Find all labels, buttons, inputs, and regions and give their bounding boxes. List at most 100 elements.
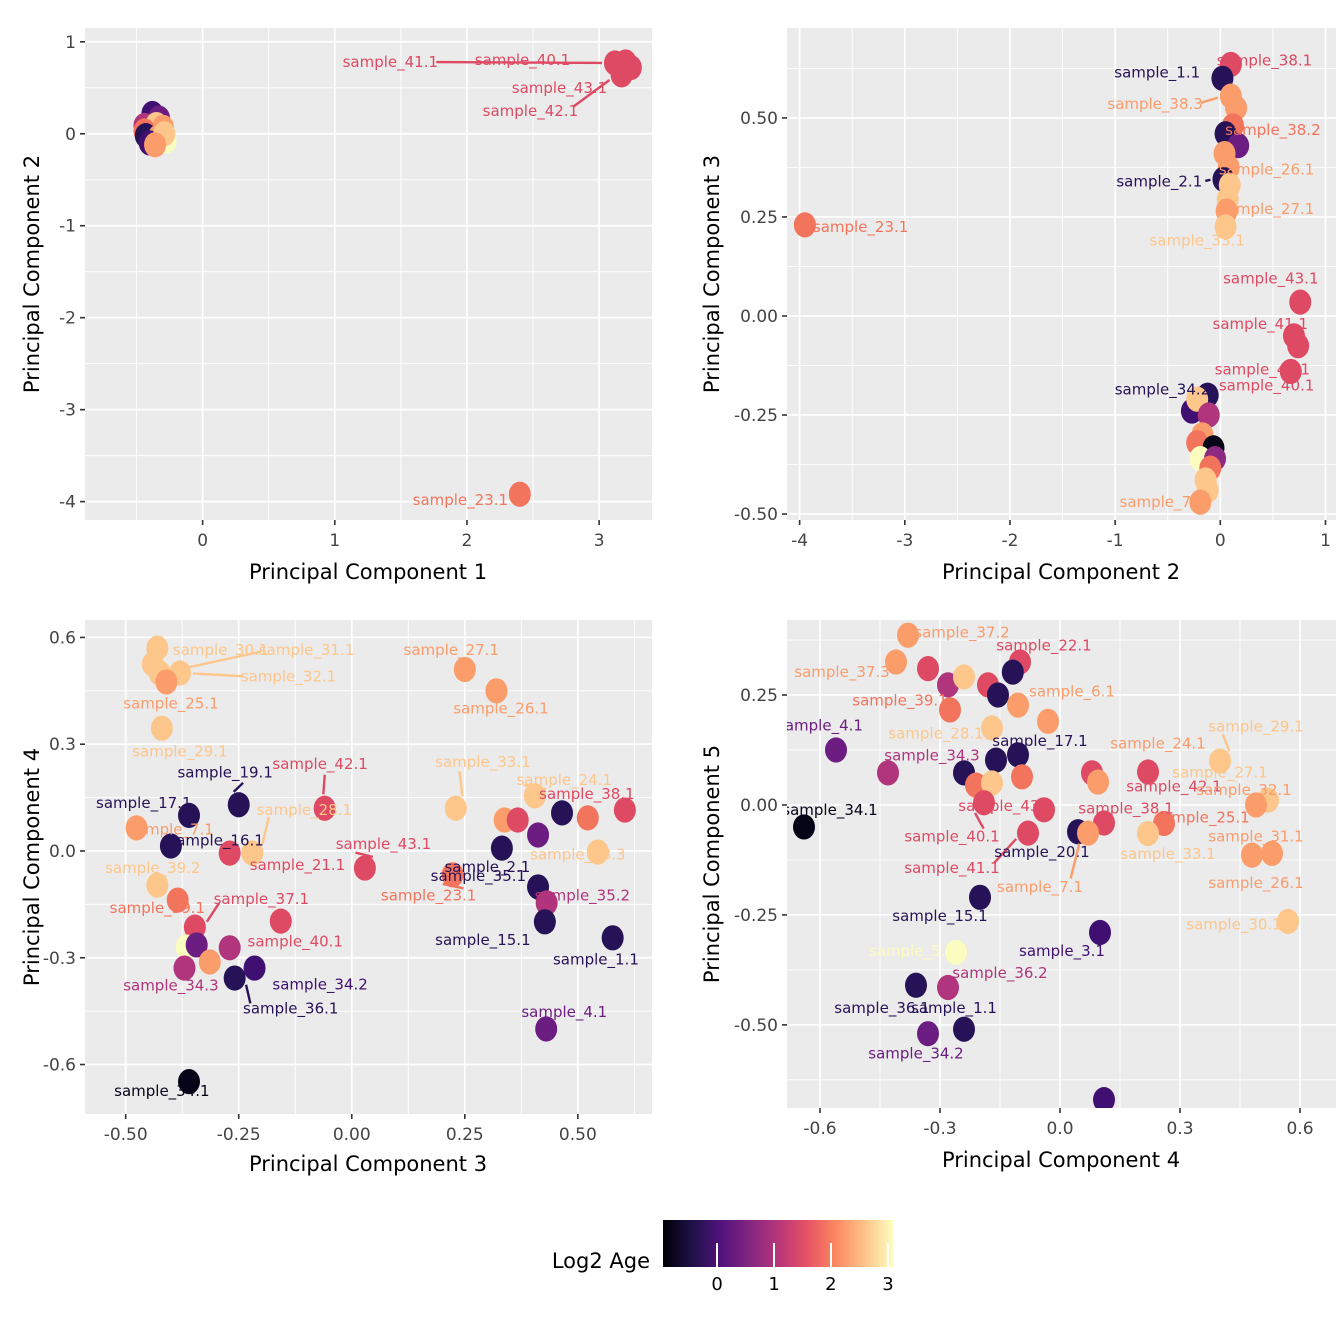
data-point: [444, 795, 467, 821]
point-label: sample_36.1: [243, 1000, 338, 1019]
y-tick-label: -0.25: [734, 906, 778, 926]
data-point: [1279, 358, 1302, 385]
point-label: sample_30.1: [1186, 916, 1281, 935]
y-tick-label: -3: [59, 401, 76, 421]
y-axis-title-panel3: Principal Component 4: [20, 747, 44, 987]
point-label: sample_33.1: [1149, 232, 1244, 251]
point-label: sample_17.1: [992, 732, 1087, 751]
point-label: sample_38.3: [1107, 95, 1202, 114]
point-label: sample_20.1: [994, 843, 1089, 862]
data-point: [981, 770, 1003, 796]
data-point: [551, 800, 574, 826]
label-leader-line: [974, 812, 985, 830]
data-point: [825, 737, 847, 763]
x-tick-label: 1: [329, 531, 340, 551]
point-label: sample_27.1: [1219, 200, 1314, 219]
y-tick-label: 1: [65, 33, 76, 53]
y-tick-label: -0.50: [734, 505, 778, 525]
data-point: [159, 833, 182, 859]
data-point: [1033, 797, 1055, 823]
label-leader-line: [232, 781, 244, 793]
point-label: sample_22.1: [996, 636, 1091, 655]
data-point: [218, 840, 241, 866]
data-point: [1093, 810, 1115, 836]
data-point: [508, 481, 531, 507]
points-layer: [793, 622, 1299, 1108]
data-point: [953, 1016, 975, 1042]
point-label: sample_7.1: [1120, 493, 1206, 512]
data-point: [144, 132, 167, 158]
data-point: [897, 622, 919, 648]
point-label: sample_36.1: [834, 999, 929, 1018]
point-label: sample_27.1: [404, 641, 499, 660]
data-point: [1007, 742, 1029, 768]
y-axis-title-panel1: Principal Component 2: [20, 154, 44, 394]
point-label: sample_39.1: [852, 692, 947, 711]
point-label: sample_29.1: [132, 742, 227, 761]
y-tick-label: -2: [59, 309, 76, 329]
y-tick-label: -4: [59, 493, 76, 513]
data-point: [155, 669, 178, 695]
point-label: sample_41.1: [904, 859, 999, 878]
data-point: [353, 855, 376, 881]
point-label: sample_37.2: [914, 624, 1009, 643]
point-label: sample_26.1: [1208, 874, 1303, 893]
point-label: sample_1.1: [553, 951, 639, 970]
data-point: [1241, 842, 1263, 868]
data-point: [917, 1021, 939, 1047]
point-label: sample_4.1: [521, 1003, 607, 1022]
point-label: sample_38.3: [530, 846, 625, 865]
y-tick-label: 0.0: [49, 842, 76, 862]
data-point: [490, 835, 513, 861]
data-point: [223, 965, 246, 991]
data-point: [610, 62, 633, 88]
data-point: [198, 949, 221, 975]
data-point: [527, 822, 550, 848]
labels-layer: sample_41.1 sample_40.1 sample_43.1 sample_…: [343, 51, 611, 510]
point-label: sample_42.1: [272, 755, 367, 774]
point-label: sample_35.1: [431, 867, 526, 886]
point-label: sample_6.1: [1029, 682, 1115, 701]
label-leader-line: [1069, 843, 1081, 879]
point-label: sample_1.1: [911, 999, 997, 1018]
point-label: sample_42.1: [1215, 360, 1310, 379]
y-tick-label: 0.25: [740, 208, 778, 228]
label-leader-line: [355, 851, 374, 859]
point-label: sample_42.1: [1126, 777, 1221, 796]
y-tick-label: 0.00: [740, 796, 778, 816]
data-point: [1137, 820, 1159, 847]
point-label: sample_3.1: [1019, 942, 1105, 961]
label-leader-line: [992, 838, 1018, 865]
point-label: sample_35.2: [535, 886, 630, 905]
data-point: [535, 890, 558, 916]
point-label: sample_27.1: [1172, 763, 1267, 782]
point-label: sample_7.1: [128, 821, 214, 840]
label-leader-line: [523, 783, 547, 791]
data-point: [985, 747, 1007, 773]
data-point: [441, 862, 464, 888]
point-label: sample_34.3: [884, 747, 979, 766]
y-tick-label: -0.6: [43, 1056, 76, 1076]
label-leader-line: [192, 672, 243, 678]
point-label: sample_38.2: [1225, 121, 1320, 140]
x-tick-label: -0.6: [803, 1119, 836, 1139]
y-tick-label: -0.50: [734, 1016, 778, 1036]
plot-panel-background: [85, 28, 652, 520]
label-leader-line: [1205, 178, 1211, 183]
data-point: [227, 792, 250, 818]
data-point: [177, 802, 200, 828]
point-label: sample_34.1: [782, 801, 877, 820]
data-point: [243, 955, 266, 981]
data-point: [1001, 659, 1024, 685]
point-label: sample_34.2: [272, 975, 367, 994]
data-point: [177, 1069, 200, 1095]
data-point: [125, 815, 148, 841]
data-point: [1077, 820, 1099, 846]
data-point: [885, 649, 907, 675]
x-tick-label: 0.3: [1166, 1119, 1193, 1139]
data-point: [269, 908, 292, 934]
point-label: sample_42.1: [483, 102, 578, 121]
label-leader-line: [205, 902, 220, 923]
point-label: sample_32.1: [241, 668, 336, 687]
